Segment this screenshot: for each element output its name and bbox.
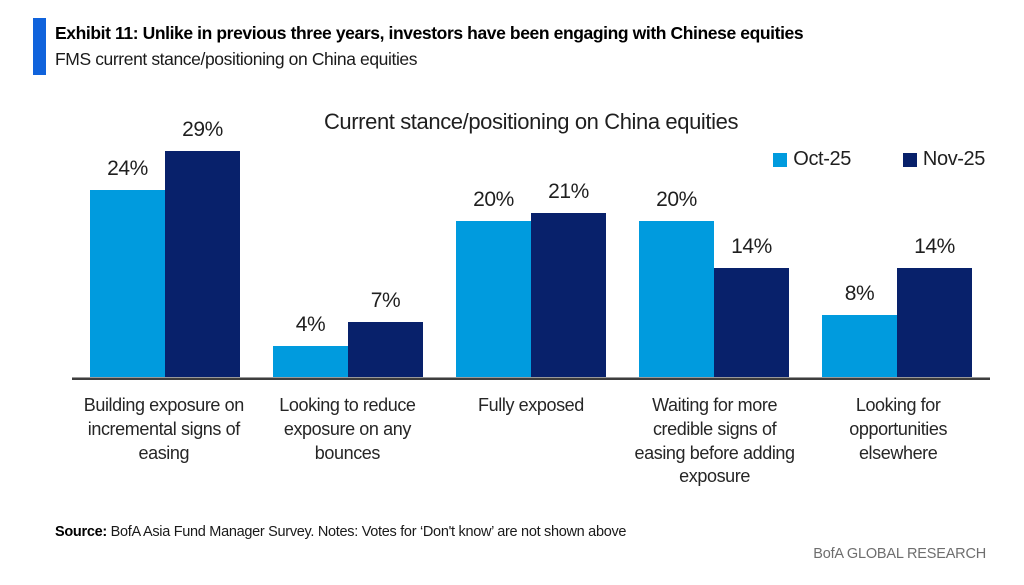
bar-wrap: 7% (348, 290, 423, 377)
exhibit-accent-bar (33, 18, 46, 75)
bar-nov-25 (348, 322, 423, 377)
bar-wrap: 29% (165, 119, 240, 377)
source-note: Source: BofA Asia Fund Manager Survey. N… (55, 524, 626, 540)
bar-wrap: 24% (90, 158, 165, 377)
bar-wrap: 21% (531, 181, 606, 377)
bar-group: 24% 29% (90, 119, 240, 377)
bar-wrap: 20% (456, 189, 531, 377)
bar-nov-25 (714, 268, 789, 377)
legend-label: Oct-25 (793, 148, 851, 170)
bar-value-label: 24% (107, 157, 148, 180)
bar-oct-25 (639, 221, 714, 377)
category-label: Looking for opportunities elsewhere (806, 394, 990, 489)
category-labels: Building exposure on incremental signs o… (72, 394, 990, 489)
legend-item: Nov-25 (902, 148, 985, 171)
bar-group: 20% 14% (639, 189, 789, 377)
legend-swatch (773, 152, 788, 167)
bar-nov-25 (165, 151, 240, 377)
bar-group: 4% 7% (273, 290, 423, 377)
bar-nov-25 (531, 213, 606, 377)
chart-title: Current stance/positioning on China equi… (323, 109, 739, 134)
category-label-text: Waiting for more credible signs of easin… (634, 395, 796, 487)
bars-area: 24% 29% 4% 7% 20% 21% 20% 14% 8% 14% (90, 119, 972, 377)
bar-value-label: 4% (295, 313, 326, 336)
category-label: Waiting for more credible signs of easin… (623, 394, 807, 489)
bar-oct-25 (822, 315, 897, 377)
legend-item: Oct-25 (773, 148, 851, 171)
bar-wrap: 8% (822, 283, 897, 377)
bar-oct-25 (456, 221, 531, 377)
bar-wrap: 20% (639, 189, 714, 377)
source-text: BofA Asia Fund Manager Survey. Notes: Vo… (106, 524, 627, 540)
bar-value-label: 29% (182, 118, 223, 141)
category-label: Looking to reduce exposure on any bounce… (256, 394, 440, 489)
bar-oct-25 (273, 346, 348, 377)
category-label-text: Looking for opportunities elsewhere (849, 395, 948, 463)
category-label-text: Looking to reduce exposure on any bounce… (279, 395, 416, 463)
exhibit-title: Exhibit 11: Unlike in previous three yea… (55, 23, 804, 43)
bar-value-label: 8% (844, 282, 875, 305)
bar-wrap: 4% (273, 314, 348, 377)
bar-oct-25 (90, 190, 165, 377)
legend: Oct-25 Nov-25 (773, 148, 985, 171)
bar-value-label: 20% (656, 188, 697, 211)
legend-label: Nov-25 (922, 148, 985, 170)
legend-swatch (902, 152, 917, 167)
x-axis-line (72, 377, 990, 380)
bar-group: 20% 21% (456, 181, 606, 377)
exhibit-subtitle: FMS current stance/positioning on China … (55, 49, 418, 69)
bar-value-label: 21% (548, 180, 589, 203)
category-label: Building exposure on incremental signs o… (72, 394, 256, 489)
bar-nov-25 (897, 268, 972, 377)
bar-value-label: 7% (370, 289, 401, 312)
bar-wrap: 14% (714, 236, 789, 377)
bar-value-label: 14% (914, 235, 955, 258)
source-label: Source: (55, 524, 107, 540)
bar-value-label: 14% (731, 235, 772, 258)
category-label: Fully exposed (439, 394, 623, 489)
bar-wrap: 14% (897, 236, 972, 377)
category-label-text: Building exposure on incremental signs o… (83, 395, 245, 463)
bar-value-label: 20% (473, 188, 514, 211)
category-label-text: Fully exposed (478, 395, 584, 415)
brand-mark: BofA GLOBAL RESEARCH (813, 546, 986, 562)
bar-group: 8% 14% (822, 236, 972, 377)
